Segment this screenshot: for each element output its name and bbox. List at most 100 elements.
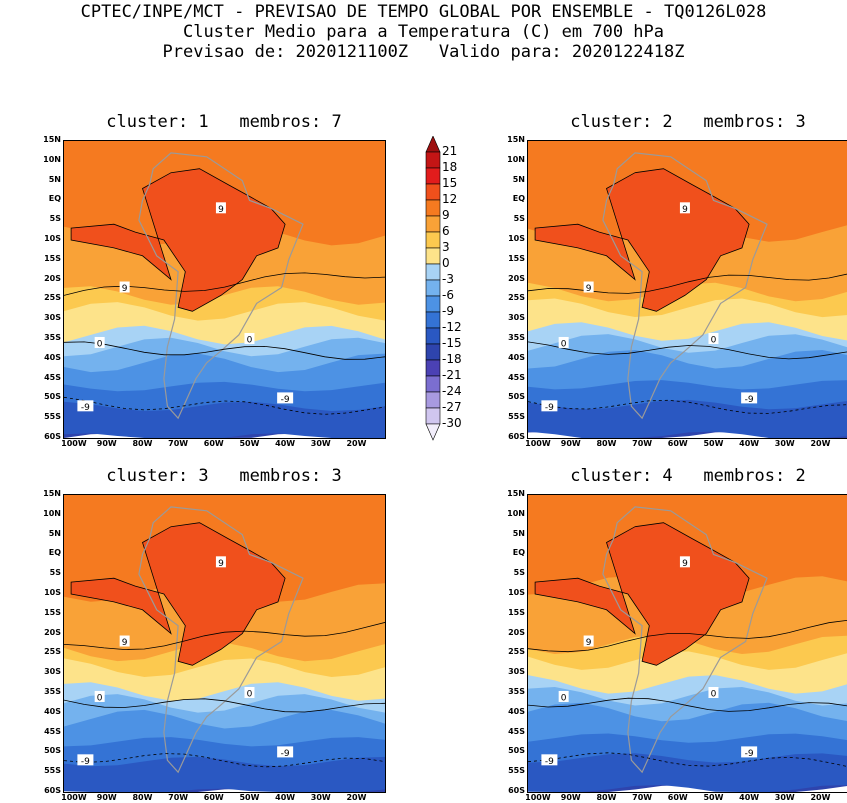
lat-tick-label: EQ <box>512 194 525 204</box>
colorbar-swatch <box>425 375 441 393</box>
colorbar-swatch <box>425 279 441 297</box>
lon-tick-label: 40W <box>739 439 760 448</box>
lat-tick-label: 15S <box>508 253 525 263</box>
lon-tick-label: 40W <box>275 439 296 448</box>
lat-tick-label: EQ <box>48 548 61 558</box>
colorbar-swatch <box>425 183 441 201</box>
contour-label-box <box>77 400 94 412</box>
lat-tick-label: 25S <box>508 647 525 657</box>
lat-tick-label: 25S <box>508 293 525 303</box>
lat-tick-label: 10S <box>508 588 525 597</box>
lon-tick-label: 70W <box>168 439 189 448</box>
lat-tick-label: 50S <box>508 746 525 756</box>
temperature-field-3: 9 9 0 0 -9 -9 <box>64 495 385 792</box>
lat-tick-label: 50S <box>508 392 525 402</box>
contour-label-box <box>541 754 558 766</box>
contour-9 <box>64 272 385 296</box>
lat-tick-label: 15N <box>507 489 525 498</box>
contour-label-minus-9: -9 <box>545 403 554 413</box>
colorbar-label: -3 <box>442 272 454 286</box>
colorbar-label: -12 <box>442 320 462 334</box>
lat-tick-label: 45S <box>508 372 525 382</box>
lat-tick-label: 10N <box>43 154 61 164</box>
contour-minus-9 <box>64 396 385 415</box>
colorbar-label: 12 <box>442 192 458 206</box>
contour-label-0: 0 <box>561 693 567 703</box>
lat-tick-label: 35S <box>44 333 61 342</box>
lat-tick-label: 45S <box>508 726 525 736</box>
contour-minus-9 <box>528 752 847 767</box>
contour-label-minus-9: -9 <box>545 757 554 767</box>
contour-label-box <box>94 690 105 702</box>
south-america-coastline <box>138 506 304 774</box>
colorbar-swatch <box>425 343 441 361</box>
contour-label-box <box>583 635 594 647</box>
lat-tick-label: 55S <box>44 412 61 422</box>
lat-tick-label: 20S <box>44 627 61 637</box>
colorbar-swatch <box>425 391 441 409</box>
colorbar-label: 21 <box>442 144 458 158</box>
lat-tick-label: 20S <box>508 627 525 637</box>
contour-label-0: 0 <box>247 336 253 346</box>
contour-label-minus-9: -9 <box>281 395 290 405</box>
contour-label-box <box>679 202 690 214</box>
panel-title-1: cluster: 1 membros: 7 <box>106 112 342 132</box>
contour-label-minus-9: -9 <box>81 403 90 413</box>
lon-tick-label: 30W <box>310 439 331 448</box>
contour-label-9: 9 <box>218 205 224 215</box>
south-america-coastline <box>138 152 304 420</box>
colorbar-label: -21 <box>442 368 462 382</box>
lat-tick-label: 5S <box>49 568 61 578</box>
warm-core-region <box>70 522 286 666</box>
lon-tick-label: 60W <box>667 793 688 802</box>
lon-tick-label: 60W <box>667 439 688 448</box>
colorbar-swatch <box>425 423 441 441</box>
lon-tick-label: 30W <box>774 439 795 448</box>
temperature-field-2: 9 9 0 0 -9 -9 <box>528 141 847 438</box>
contour-label-box <box>277 392 294 404</box>
contour-label-minus-9: -9 <box>745 395 754 405</box>
lon-tick-label: 30W <box>310 793 331 802</box>
lon-tick-label: 100W <box>525 439 551 448</box>
lon-tick-label: 70W <box>632 439 653 448</box>
lon-tick-label: 50W <box>703 793 724 802</box>
lon-tick-label: 50W <box>703 439 724 448</box>
lat-tick-label: 5S <box>49 214 61 224</box>
contour-label-box <box>215 202 226 214</box>
contour-label-box <box>119 635 130 647</box>
lat-tick-label: 50S <box>44 392 61 402</box>
contour-9 <box>528 619 847 653</box>
contour-label-box <box>741 392 758 404</box>
lon-tick-label: 90W <box>560 793 581 802</box>
colorbar-swatch <box>425 327 441 345</box>
colorbar-swatch <box>425 311 441 329</box>
colorbar-swatch <box>425 231 441 249</box>
lat-tick-label: 25S <box>44 647 61 657</box>
contour-9 <box>64 622 385 650</box>
lon-tick-label: 50W <box>239 439 260 448</box>
contour-label-box <box>277 746 294 758</box>
contour-label-0: 0 <box>247 690 253 700</box>
lon-tick-label: 70W <box>632 793 653 802</box>
lat-tick-label: 15N <box>507 135 525 144</box>
lon-tick-label: 80W <box>596 793 617 802</box>
colorbar-label: -18 <box>442 352 462 366</box>
panel-title-2: cluster: 2 membros: 3 <box>570 112 806 132</box>
contour-label-box <box>558 336 569 348</box>
lat-tick-label: 60S <box>508 432 525 441</box>
contour-label-0: 0 <box>97 339 103 349</box>
temperature-field-1: 9 9 0 0 -9 -9 <box>64 141 385 438</box>
colorbar-label: -24 <box>442 384 462 398</box>
lat-tick-label: 40S <box>508 706 525 716</box>
lat-tick-label: 35S <box>508 687 525 696</box>
contour-label-box <box>244 687 255 698</box>
lon-tick-label: 50W <box>239 793 260 802</box>
contour-label-box <box>583 281 594 293</box>
header-line-2: Cluster Medio para a Temperatura (C) em … <box>182 22 665 42</box>
lon-tick-label: 60W <box>203 439 224 448</box>
contour-label-0: 0 <box>97 693 103 703</box>
contour-0 <box>528 341 847 360</box>
lat-tick-label: 5N <box>512 174 525 184</box>
lat-tick-label: 25S <box>44 293 61 303</box>
warm-core-region <box>534 168 750 312</box>
